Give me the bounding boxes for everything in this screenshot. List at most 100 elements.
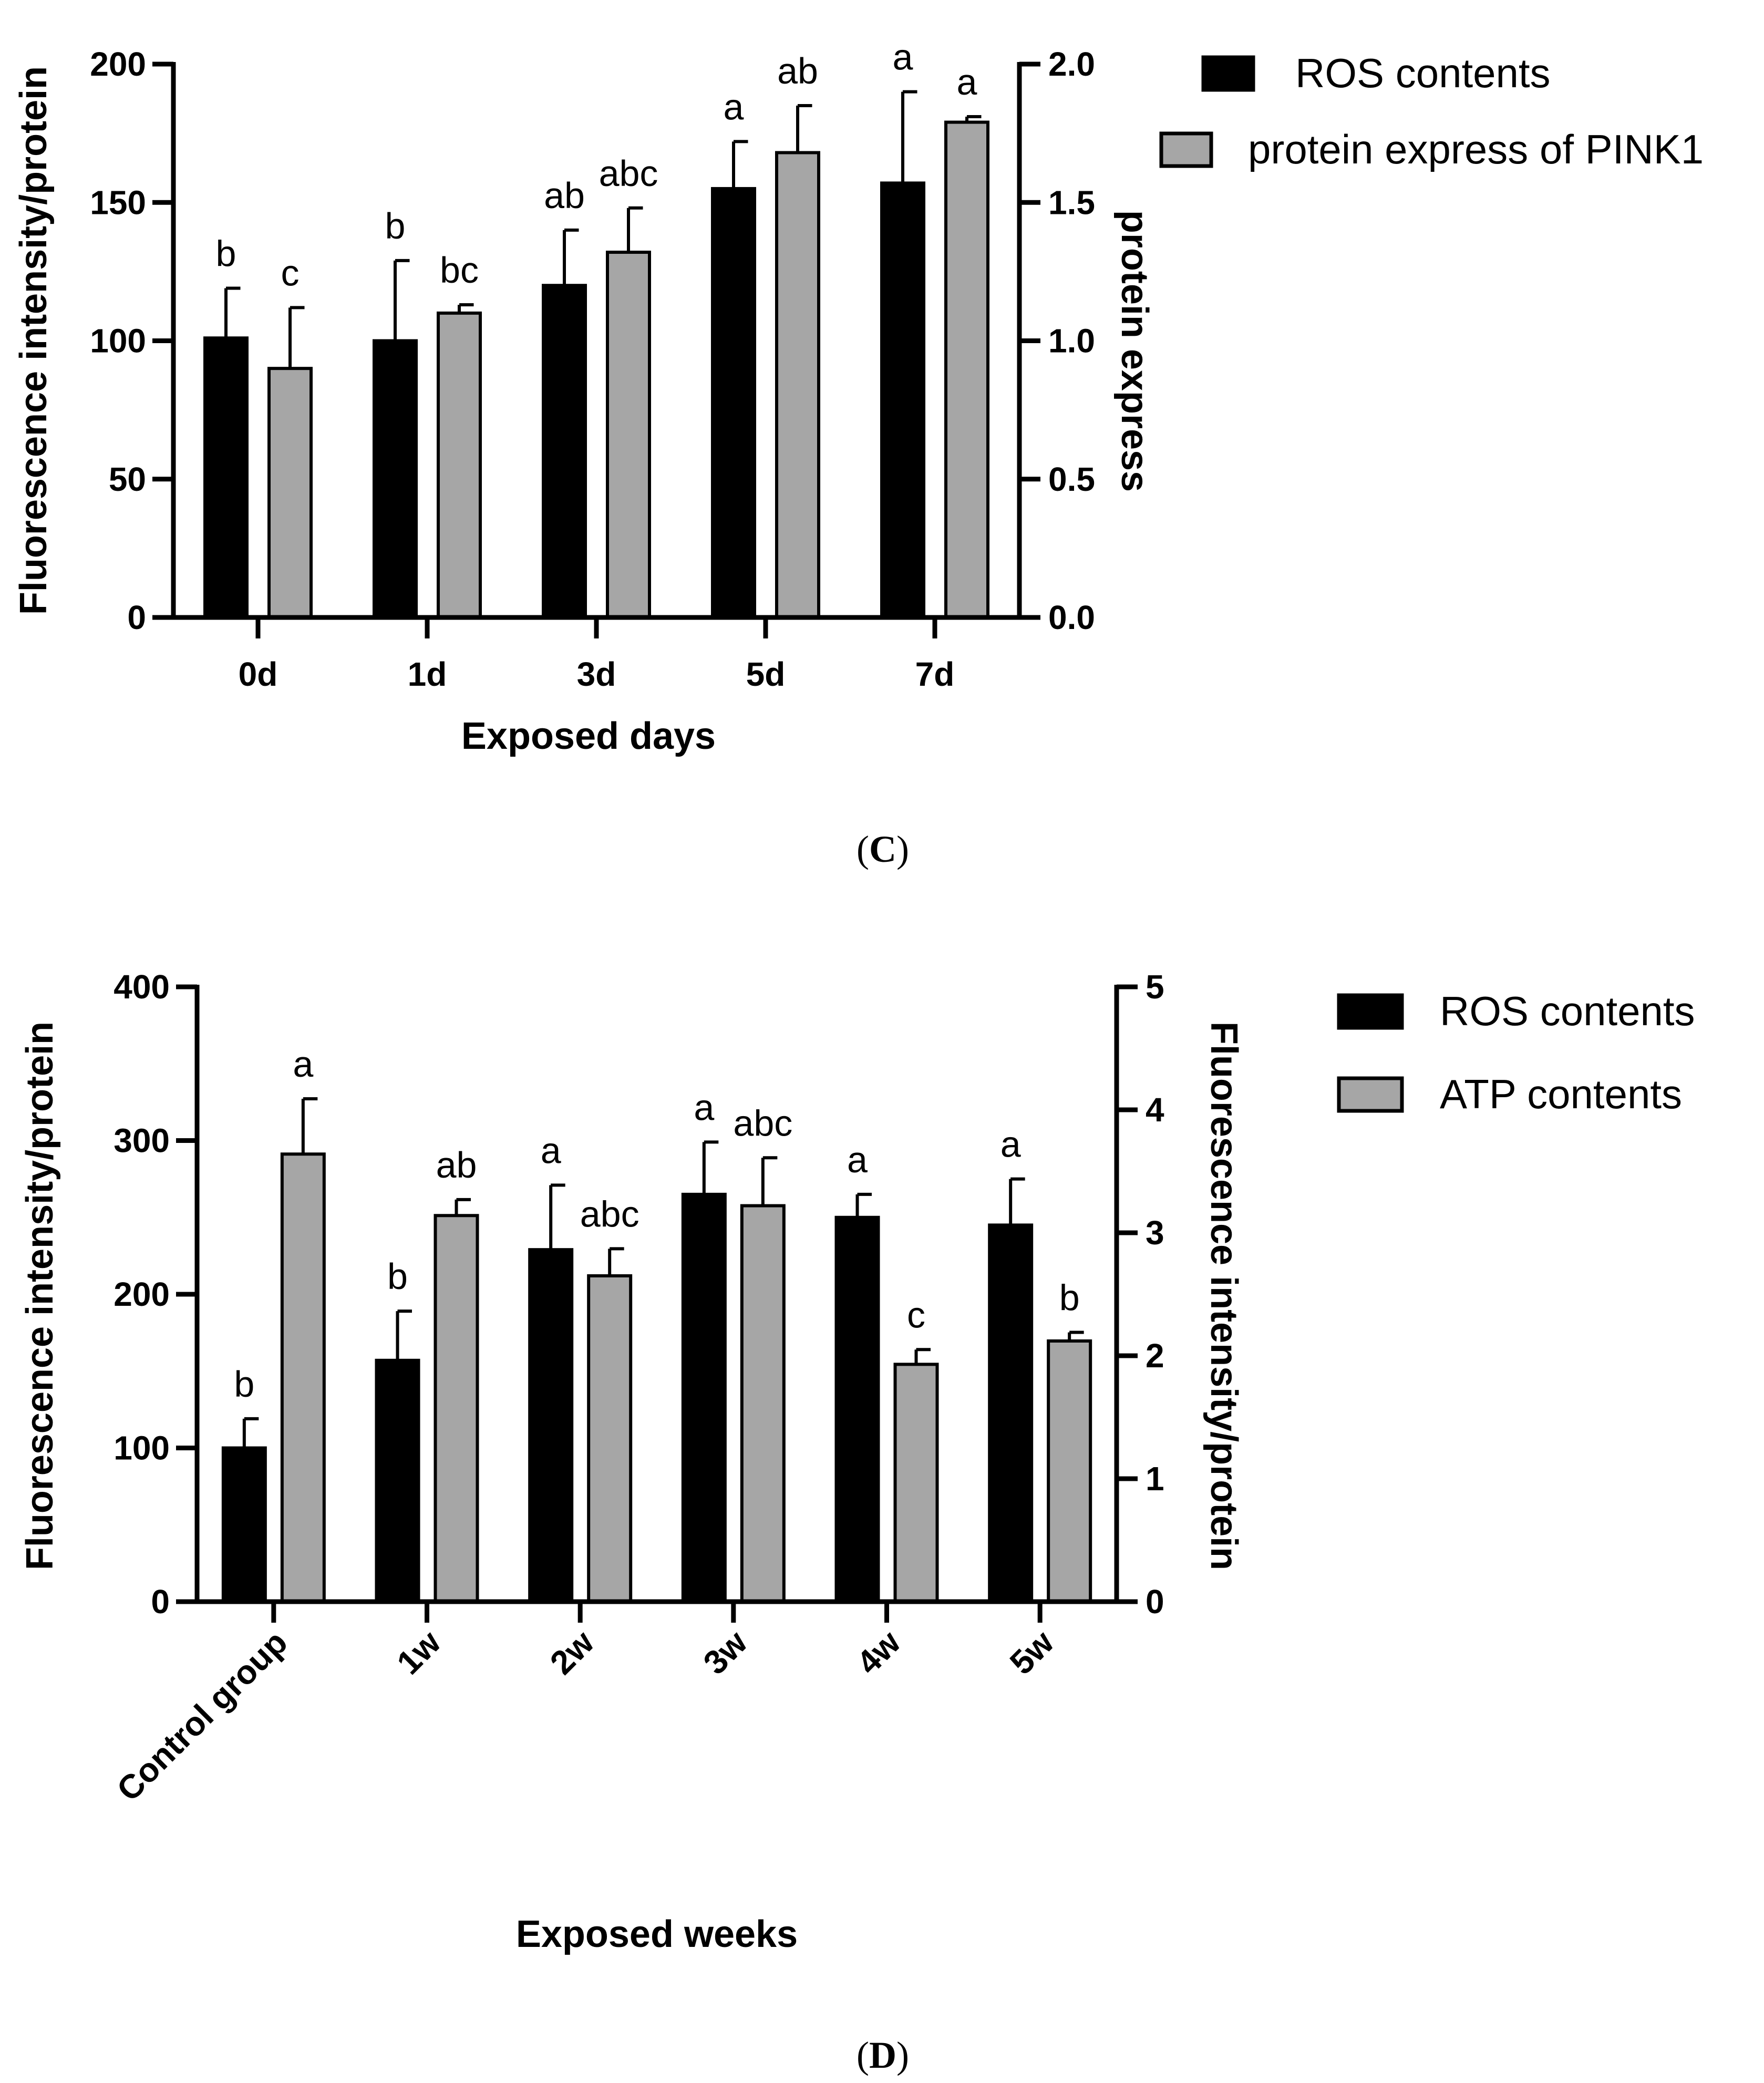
left-tick-label: 0 bbox=[127, 599, 146, 636]
x-tick-label: 7d bbox=[915, 655, 955, 693]
caption-open-paren: ( bbox=[857, 2034, 869, 2076]
bar-C-s1-1 bbox=[437, 311, 482, 619]
bar-C-s1-4 bbox=[944, 120, 989, 619]
right-tick-label: 2 bbox=[1146, 1337, 1164, 1375]
caption-letter: D bbox=[869, 2034, 896, 2076]
legend-swatch-1 bbox=[1337, 1076, 1404, 1113]
bar-D-s0-4 bbox=[834, 1215, 880, 1603]
left-tick-label: 50 bbox=[109, 460, 146, 498]
sig-label-C-s0-2: ab bbox=[544, 175, 585, 216]
x-tick-label: 3w bbox=[696, 1623, 754, 1682]
sig-label-D-s0-3: a bbox=[694, 1087, 714, 1128]
legend: ROS contents ATP contents bbox=[1337, 988, 1695, 1117]
sig-label-D-s0-1: b bbox=[387, 1256, 408, 1297]
legend-swatch-1 bbox=[1159, 131, 1213, 168]
legend-label-1: protein express of PINK1 bbox=[1248, 126, 1704, 172]
x-tick-label: 1w bbox=[389, 1623, 448, 1682]
x-axis-title: Exposed weeks bbox=[516, 1913, 798, 1955]
x-tick-label: 3d bbox=[577, 655, 616, 693]
sig-label-C-s1-1: bc bbox=[440, 250, 479, 291]
right-tick-label: 3 bbox=[1146, 1214, 1164, 1252]
bar-C-s0-3 bbox=[711, 187, 756, 619]
caption-close-paren: ) bbox=[896, 2034, 909, 2076]
sig-label-C-s0-1: b bbox=[385, 205, 406, 246]
legend: ROS contents protein express of PINK1 bbox=[1159, 50, 1704, 172]
right-axis-title: protein express bbox=[1113, 210, 1156, 492]
right-tick-label: 0.0 bbox=[1048, 599, 1095, 636]
sig-label-C-s0-0: b bbox=[216, 233, 236, 274]
left-tick-label: 100 bbox=[114, 1429, 170, 1467]
sig-label-D-s0-2: a bbox=[541, 1130, 561, 1171]
left-tick-label: 0 bbox=[151, 1583, 170, 1621]
bar-D-s0-1 bbox=[375, 1358, 420, 1603]
left-tick-label: 300 bbox=[114, 1122, 170, 1160]
left-axis-title: Fluorescence intensity/protein bbox=[13, 66, 55, 615]
left-tick-label: 200 bbox=[90, 45, 146, 83]
sig-label-D-s0-0: b bbox=[234, 1364, 254, 1405]
left-tick-label: 100 bbox=[90, 322, 146, 360]
left-axis-title: Fluorescence intensity/protein bbox=[19, 1022, 61, 1570]
sig-label-C-s0-4: a bbox=[893, 37, 913, 78]
legend-label-0: ROS contents bbox=[1440, 988, 1695, 1034]
bar-C-s0-2 bbox=[542, 284, 587, 619]
bar-D-s1-5 bbox=[1047, 1339, 1092, 1603]
x-tick-label: 5d bbox=[746, 655, 786, 693]
left-tick-label: 150 bbox=[90, 183, 146, 221]
bar-D-s0-0 bbox=[221, 1446, 267, 1603]
x-tick-label: 0d bbox=[239, 655, 278, 693]
bar-D-s1-0 bbox=[280, 1152, 326, 1603]
legend-swatch-0 bbox=[1201, 55, 1255, 92]
right-tick-label: 4 bbox=[1146, 1091, 1164, 1129]
right-tick-label: 5 bbox=[1146, 968, 1164, 1006]
left-tick-label: 400 bbox=[114, 968, 170, 1006]
x-axis-title: Exposed days bbox=[461, 715, 716, 757]
bar-C-s1-0 bbox=[267, 367, 313, 620]
bar-C-s0-4 bbox=[880, 181, 925, 619]
right-axis-title: Fluorescence intensity/protein bbox=[1203, 1022, 1245, 1570]
sig-label-D-s1-1: ab bbox=[436, 1144, 477, 1185]
right-tick-label: 1.0 bbox=[1048, 322, 1095, 360]
sig-label-C-s0-3: a bbox=[724, 86, 744, 127]
right-tick-label: 1.5 bbox=[1048, 183, 1095, 221]
right-tick-label: 0 bbox=[1146, 1583, 1164, 1621]
bar-D-s1-2 bbox=[587, 1274, 633, 1603]
bar-D-s1-4 bbox=[893, 1363, 939, 1603]
sig-label-C-s1-4: a bbox=[957, 61, 977, 102]
panel-caption: (C) bbox=[857, 828, 909, 870]
sig-label-C-s1-0: c bbox=[281, 252, 300, 293]
sig-label-D-s1-5: b bbox=[1059, 1277, 1080, 1318]
sig-label-D-s1-2: abc bbox=[580, 1193, 639, 1234]
bar-D-s1-3 bbox=[740, 1204, 786, 1603]
bar-C-s0-1 bbox=[373, 339, 418, 619]
sig-label-C-s1-2: abc bbox=[599, 153, 658, 194]
sig-label-D-s0-4: a bbox=[847, 1139, 868, 1180]
panel-caption: (D) bbox=[857, 2034, 909, 2076]
x-tick-label: 1d bbox=[408, 655, 447, 693]
right-tick-label: 0.5 bbox=[1048, 460, 1095, 498]
left-tick-label: 200 bbox=[114, 1275, 170, 1313]
bar-D-s1-1 bbox=[434, 1214, 479, 1603]
sig-label-C-s1-3: ab bbox=[777, 50, 818, 91]
bar-C-s1-2 bbox=[606, 251, 651, 619]
sig-label-D-s1-0: a bbox=[293, 1044, 313, 1085]
x-tick-label: Control group bbox=[109, 1623, 295, 1809]
bar-D-s0-2 bbox=[528, 1248, 574, 1604]
bar-D-s0-3 bbox=[681, 1192, 727, 1603]
sig-label-D-s1-4: c bbox=[907, 1294, 925, 1335]
x-tick-label: 2w bbox=[543, 1623, 601, 1682]
x-tick-label: 4w bbox=[849, 1623, 907, 1682]
bar-D-s0-5 bbox=[988, 1223, 1034, 1603]
bar-C-s1-3 bbox=[775, 151, 820, 620]
sig-label-D-s1-3: abc bbox=[733, 1102, 792, 1143]
chart-panel-D: b b a a a a a ab abc abc c b 0 100 200 300 400 0 1 2 3 4 5 Cont… bbox=[19, 968, 1695, 2076]
legend-label-0: ROS contents bbox=[1295, 50, 1551, 96]
right-tick-label: 1 bbox=[1146, 1460, 1164, 1498]
caption-letter: C bbox=[869, 828, 896, 870]
x-tick-label: 5w bbox=[1003, 1623, 1061, 1682]
legend-swatch-0 bbox=[1337, 993, 1404, 1030]
sig-label-D-s0-5: a bbox=[1000, 1124, 1021, 1165]
legend-label-1: ATP contents bbox=[1440, 1071, 1682, 1117]
caption-close-paren: ) bbox=[896, 828, 909, 870]
